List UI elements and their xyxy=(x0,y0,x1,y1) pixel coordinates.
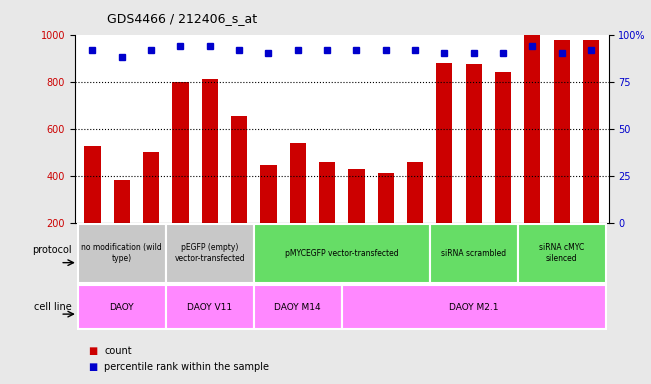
Bar xyxy=(465,64,482,223)
Bar xyxy=(166,285,254,329)
Bar xyxy=(583,40,599,223)
Bar xyxy=(78,224,166,283)
Bar xyxy=(143,152,159,223)
Text: ■: ■ xyxy=(88,346,97,356)
Bar xyxy=(290,143,306,223)
Bar xyxy=(78,285,166,329)
Text: pEGFP (empty)
vector-transfected: pEGFP (empty) vector-transfected xyxy=(174,243,245,263)
Bar xyxy=(554,40,570,223)
Bar xyxy=(173,82,189,223)
Text: count: count xyxy=(104,346,132,356)
Bar xyxy=(495,72,511,223)
Text: GDS4466 / 212406_s_at: GDS4466 / 212406_s_at xyxy=(107,12,258,25)
Bar xyxy=(231,116,247,223)
Text: DAOY: DAOY xyxy=(109,303,134,312)
Text: ■: ■ xyxy=(88,362,97,372)
Text: no modification (wild
type): no modification (wild type) xyxy=(81,243,162,263)
Bar xyxy=(260,165,277,223)
Bar xyxy=(254,285,342,329)
Text: DAOY M2.1: DAOY M2.1 xyxy=(449,303,499,312)
Text: DAOY V11: DAOY V11 xyxy=(187,303,232,312)
Bar xyxy=(518,224,605,283)
Text: siRNA cMYC
silenced: siRNA cMYC silenced xyxy=(539,243,585,263)
Text: cell line: cell line xyxy=(34,302,72,312)
Text: protocol: protocol xyxy=(32,245,72,255)
Bar xyxy=(342,285,605,329)
Bar xyxy=(407,162,423,223)
Text: percentile rank within the sample: percentile rank within the sample xyxy=(104,362,269,372)
Bar xyxy=(85,146,100,223)
Bar xyxy=(114,180,130,223)
Bar xyxy=(430,224,518,283)
Bar xyxy=(436,63,452,223)
Bar xyxy=(254,224,430,283)
Bar xyxy=(348,169,365,223)
Bar xyxy=(319,162,335,223)
Bar xyxy=(202,79,218,223)
Bar xyxy=(166,224,254,283)
Text: DAOY M14: DAOY M14 xyxy=(275,303,321,312)
Bar xyxy=(378,173,394,223)
Text: siRNA scrambled: siRNA scrambled xyxy=(441,249,506,258)
Text: pMYCEGFP vector-transfected: pMYCEGFP vector-transfected xyxy=(285,249,398,258)
Bar xyxy=(524,35,540,223)
